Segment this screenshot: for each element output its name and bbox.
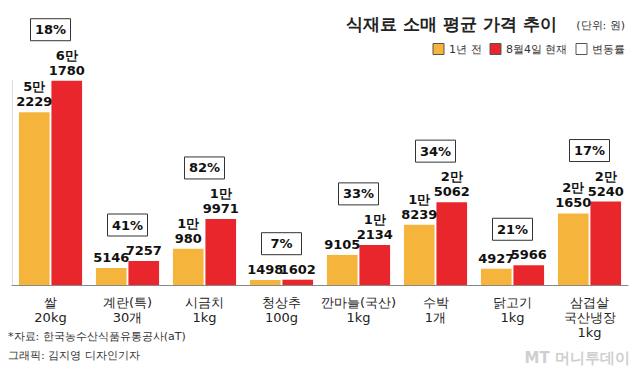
svg-text:1650: 1650	[555, 195, 591, 210]
svg-text:국산냉장: 국산냉장	[564, 310, 616, 325]
svg-text:1498: 1498	[247, 262, 283, 277]
svg-text:1602: 1602	[280, 262, 316, 277]
svg-text:MT 머니투데이: MT 머니투데이	[525, 349, 630, 367]
svg-text:2만: 2만	[562, 180, 584, 195]
svg-text:1만: 1만	[210, 186, 232, 201]
svg-text:33%: 33%	[343, 186, 374, 201]
svg-text:9971: 9971	[203, 201, 239, 216]
svg-text:시금치: 시금치	[185, 295, 224, 310]
svg-text:2만: 2만	[441, 169, 463, 184]
svg-text:9105: 9105	[324, 237, 360, 252]
svg-text:17%: 17%	[574, 143, 605, 158]
svg-text:20kg: 20kg	[34, 310, 66, 325]
svg-text:청상추: 청상추	[262, 295, 301, 310]
svg-text:1kg: 1kg	[577, 325, 601, 340]
svg-text:30개: 30개	[113, 310, 143, 325]
svg-text:21%: 21%	[497, 222, 528, 237]
svg-text:5만: 5만	[23, 79, 45, 94]
svg-text:1만: 1만	[408, 192, 430, 207]
svg-text:5966: 5966	[511, 247, 547, 262]
svg-text:41%: 41%	[112, 218, 143, 233]
svg-text:5062: 5062	[434, 184, 470, 199]
svg-text:5240: 5240	[588, 184, 624, 199]
svg-text:1kg: 1kg	[192, 310, 216, 325]
svg-text:18%: 18%	[35, 22, 66, 37]
svg-text:5146: 5146	[93, 250, 129, 265]
svg-text:(단위: 원): (단위: 원)	[576, 19, 625, 32]
svg-text:그래픽: 김지영 디자인기자: 그래픽: 김지영 디자인기자	[8, 349, 140, 362]
svg-text:닭고기: 닭고기	[493, 295, 532, 310]
svg-text:*자료: 한국농수산식품유통공사(aT): *자료: 한국농수산식품유통공사(aT)	[8, 330, 186, 343]
svg-text:1만: 1만	[177, 216, 199, 231]
svg-text:1년 전: 1년 전	[449, 43, 482, 56]
svg-text:1kg: 1kg	[500, 310, 524, 325]
svg-text:1780: 1780	[49, 63, 85, 78]
svg-text:2134: 2134	[357, 227, 393, 242]
svg-text:7257: 7257	[126, 243, 162, 258]
svg-text:980: 980	[175, 231, 202, 246]
svg-text:1만: 1만	[364, 212, 386, 227]
svg-text:쌀: 쌀	[44, 295, 57, 310]
svg-text:7%: 7%	[270, 236, 292, 251]
svg-text:8월4일 현재: 8월4일 현재	[506, 43, 568, 56]
svg-text:1kg: 1kg	[346, 310, 370, 325]
svg-text:4927: 4927	[478, 251, 514, 266]
svg-text:삼겹살: 삼겹살	[570, 295, 609, 310]
svg-text:2229: 2229	[16, 94, 52, 109]
svg-text:8239: 8239	[401, 207, 437, 222]
svg-text:6만: 6만	[56, 48, 78, 63]
svg-text:수박: 수박	[423, 295, 449, 310]
svg-text:깐마늘(국산): 깐마늘(국산)	[321, 295, 396, 310]
svg-text:82%: 82%	[189, 160, 220, 175]
svg-text:식재료 소매 평균 가격 추이: 식재료 소매 평균 가격 추이	[346, 14, 557, 34]
svg-text:100g: 100g	[265, 310, 298, 325]
svg-text:2만: 2만	[595, 169, 617, 184]
svg-text:1개: 1개	[425, 310, 446, 325]
svg-text:34%: 34%	[420, 144, 451, 159]
svg-text:계란(특): 계란(특)	[103, 295, 152, 310]
svg-text:변동률: 변동률	[592, 43, 625, 56]
